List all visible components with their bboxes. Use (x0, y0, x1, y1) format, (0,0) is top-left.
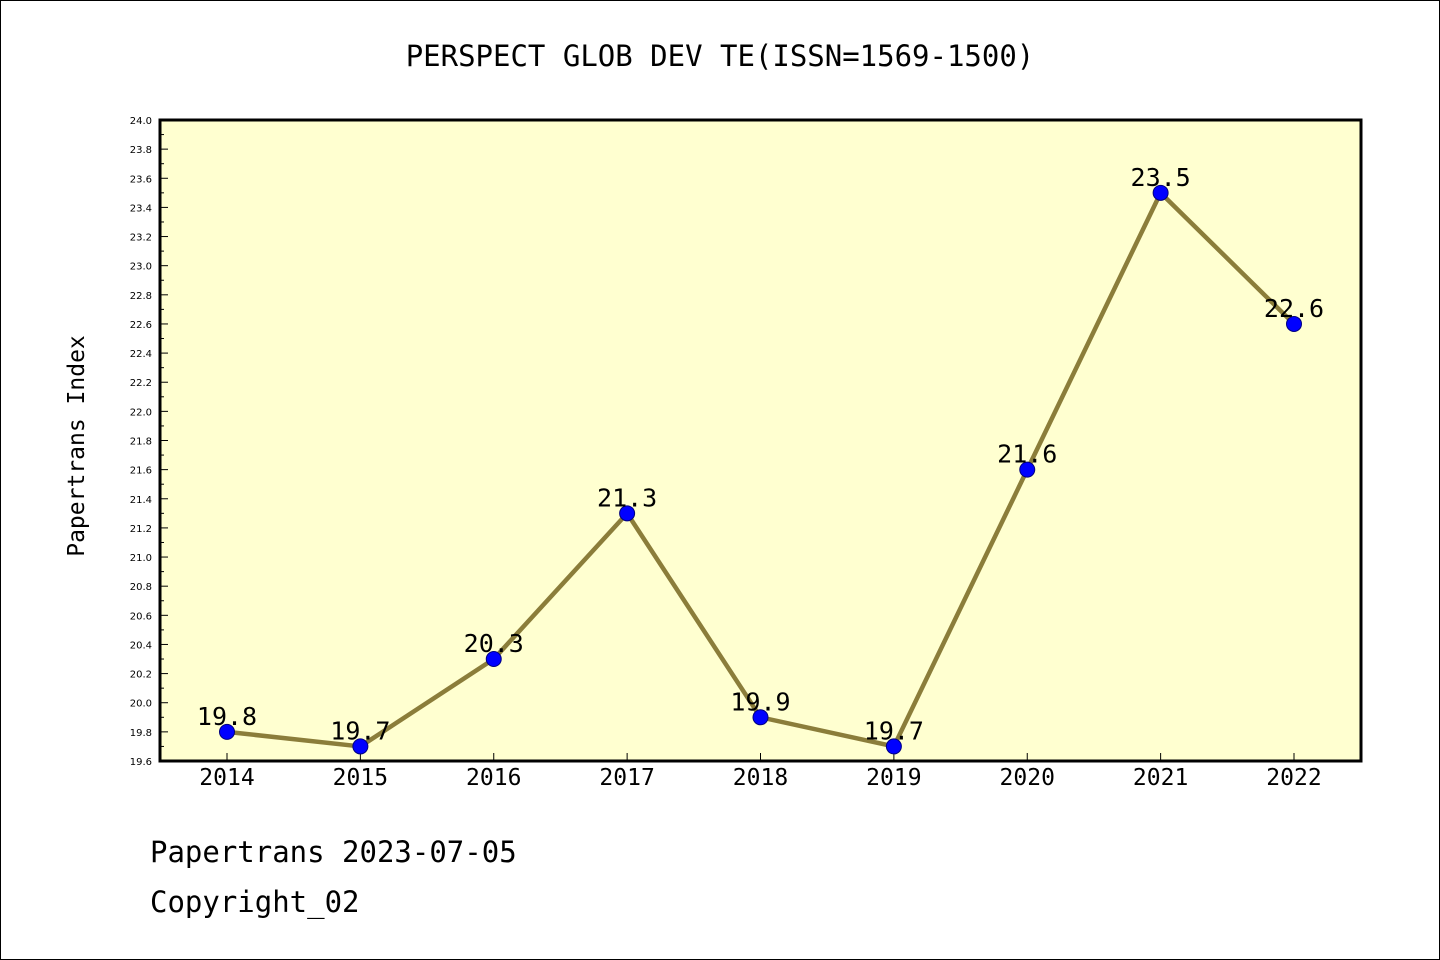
y-tick-label: 20.4 (130, 640, 152, 651)
data-point (352, 738, 369, 755)
y-tick-label: 22.2 (130, 378, 152, 389)
y-tick-label: 23.0 (130, 262, 152, 273)
x-tick-label: 2016 (466, 765, 521, 791)
y-tick-label: 23.6 (130, 174, 152, 185)
y-axis-label: Papertrans Index (64, 335, 90, 557)
x-tick-label: 2015 (333, 765, 388, 791)
data-label: 19.7 (864, 716, 924, 745)
data-label: 19.8 (197, 702, 257, 731)
y-tick-label: 19.6 (130, 757, 152, 768)
x-axis: 2014 2015 2016 2017 2018 2019 2020 2021 2022 (199, 753, 1322, 791)
y-tick-label: 20.8 (130, 582, 152, 593)
y-tick-label: 21.0 (130, 553, 152, 564)
data-point (619, 505, 636, 522)
y-tick-label: 23.2 (130, 233, 152, 244)
y-tick-label: 20.6 (130, 611, 152, 622)
y-tick-label: 21.6 (130, 466, 152, 477)
data-point (219, 723, 235, 740)
footer-copyright: Copyright_02 (150, 885, 360, 919)
data-point (885, 738, 902, 755)
data-point (1286, 315, 1302, 332)
plot-area (158, 118, 1363, 763)
data-point (1019, 461, 1036, 478)
data-label: 21.6 (997, 440, 1057, 469)
data-label: 20.3 (464, 629, 524, 658)
y-tick-label: 21.2 (130, 524, 152, 535)
data-label: 19.9 (730, 687, 790, 716)
x-tick-label: 2017 (599, 765, 654, 791)
x-tick-label: 2019 (866, 765, 921, 791)
x-tick-label: 2022 (1266, 765, 1321, 791)
y-tick-label: 22.8 (130, 291, 152, 302)
y-tick-label: 22.4 (130, 349, 152, 360)
footer-date: Papertrans 2023-07-05 (150, 835, 517, 869)
x-tick-label: 2021 (1133, 765, 1188, 791)
chart-title: PERSPECT GLOB DEV TE(ISSN=1569-1500) (406, 39, 1035, 73)
y-axis: 19.6 19.8 20.0 20.2 20.4 20.6 20.8 21.0 21.2 21.4… (130, 116, 168, 768)
x-tick-label: 2020 (1000, 765, 1055, 791)
series-line-group: 19.8 19.7 20.3 21.3 19.9 19.7 21.6 23.5 22.6 (197, 163, 1324, 755)
y-tick-label: 22.0 (130, 407, 152, 418)
y-tick-label: 23.4 (130, 203, 152, 214)
y-tick-label: 24.0 (130, 116, 152, 127)
data-label: 19.7 (330, 716, 390, 745)
data-point (1152, 184, 1169, 201)
data-label: 21.3 (597, 483, 657, 512)
y-tick-label: 21.4 (130, 495, 152, 506)
data-point (485, 651, 502, 668)
x-tick-label: 2014 (199, 765, 254, 791)
data-label: 23.5 (1131, 163, 1191, 192)
data-label: 22.6 (1264, 294, 1324, 323)
data-point (752, 709, 769, 726)
y-tick-label: 19.8 (130, 728, 152, 739)
y-tick-label: 21.8 (130, 437, 152, 448)
x-tick-label: 2018 (733, 765, 788, 791)
y-tick-label: 22.6 (130, 320, 152, 331)
y-tick-label: 20.0 (130, 699, 152, 710)
y-tick-label: 20.2 (130, 670, 152, 681)
y-tick-label: 23.8 (130, 145, 152, 156)
